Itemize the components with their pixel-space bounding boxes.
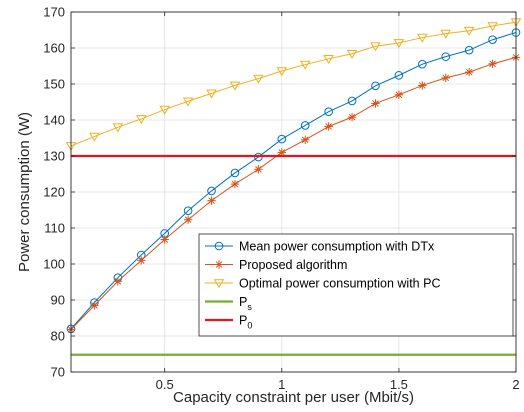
data-point [183,215,193,224]
legend-entry: Optimal power consumption with PC [205,277,440,291]
data-point [137,256,146,265]
y-tick-label: 160 [43,41,65,56]
data-point [323,55,334,64]
data-point [393,39,405,49]
legend-entry: Mean power consumption with DTx [205,240,435,254]
series-2 [65,18,522,152]
data-point [300,121,310,130]
data-point [464,45,474,55]
data-point [112,123,124,133]
data-point [488,35,497,45]
legend-label: Ps [239,295,252,312]
legend-marker [214,260,224,269]
data-point [347,96,357,106]
y-tick-label: 100 [43,257,65,272]
data-point [230,168,240,178]
data-point [276,67,288,77]
data-point [370,42,381,52]
y-tick-label: 130 [43,149,65,164]
data-point [277,134,287,144]
data-point [206,89,217,99]
ticks: 70 80 90 100 110 120 130 140 150 160 170 0.5 1 1.5 2 [43,5,519,393]
legend-label: P0 [239,314,252,331]
data-point [182,97,194,107]
legend-box [198,233,514,337]
data-point [135,115,147,125]
legend-label: Proposed algorithm [239,258,347,272]
data-point [394,71,404,80]
data-point [207,186,216,196]
y-tick-label: 120 [43,185,65,200]
legend-entry: P0 [205,314,252,331]
data-point [90,301,99,310]
x-tick-label: 1 [278,377,285,392]
data-point [441,52,451,61]
x-axis-label: Capacity constraint per user (Mbit/s) [173,389,414,406]
legend: Mean power consumption with DTx Proposed … [198,233,514,337]
data-point [371,81,380,91]
legend-marker [213,279,225,289]
y-tick-label: 140 [43,113,65,128]
data-point [441,73,450,83]
data-point [418,59,427,69]
y-axis-label: Power consumption (W) [16,112,33,272]
legend-marker [214,241,224,251]
y-tick-label: 80 [51,329,65,344]
data-point [159,105,170,115]
legend-entry: Proposed algorithm [205,258,347,272]
x-tick-label: 0.5 [156,377,174,392]
legend-label: Mean power consumption with DTx [239,240,435,254]
data-point [254,165,263,174]
data-point [230,179,240,189]
data-point [324,107,333,117]
data-point [488,59,497,69]
data-point [346,49,358,59]
data-point [417,33,428,43]
legend-entry: Ps [205,295,252,312]
series-line [70,56,517,330]
y-tick-label: 110 [44,221,65,236]
data-point [371,99,380,108]
data-point [418,81,427,90]
data-point [347,112,357,122]
data-point [183,206,193,216]
data-point [487,22,498,32]
data-point [113,277,123,286]
data-point [464,67,474,77]
x-tick-label: 2 [512,377,519,392]
y-tick-label: 90 [51,293,65,308]
data-point [301,135,310,144]
data-point [229,81,241,91]
data-point [160,235,169,244]
data-point [463,26,475,36]
data-point [394,90,404,99]
data-point [89,132,100,142]
y-tick-label: 70 [51,365,65,380]
series-0 [66,28,521,334]
data-point [440,29,452,39]
y-tick-label: 150 [43,77,65,92]
data-point [299,60,311,70]
data-point [207,196,216,205]
legend-label: Optimal power consumption with PC [239,277,440,291]
data-point [324,122,333,131]
x-tick-label: 1.5 [390,377,408,392]
y-tick-label: 170 [43,5,65,20]
data-point [253,74,264,84]
